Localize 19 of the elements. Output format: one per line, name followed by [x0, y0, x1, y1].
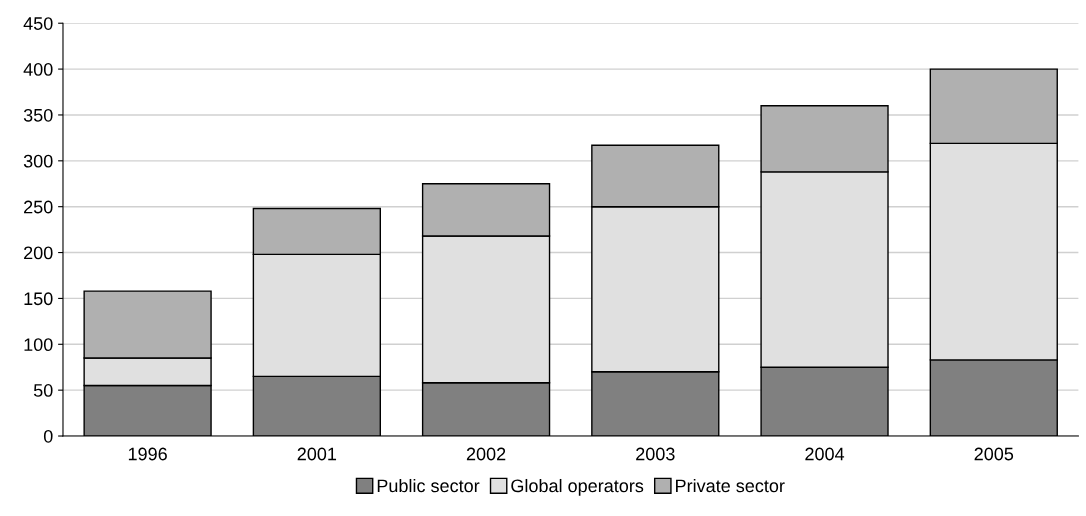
y-tick-label: 450: [23, 17, 53, 30]
x-tick-label: 2005: [974, 447, 1014, 461]
y-tick-label: 300: [23, 154, 53, 168]
y-tick-label: 350: [23, 108, 53, 122]
y-tick-label: 250: [24, 200, 53, 214]
x-tick-label: 2001: [297, 447, 337, 461]
x-tick-label: 2003: [636, 447, 675, 461]
x-tick-label: 2004: [805, 447, 845, 461]
x-tick-label: 2002: [466, 447, 506, 461]
y-tick-label: 150: [24, 292, 53, 306]
y-tick-label: 400: [23, 63, 53, 76]
legend-label: Public sector: [377, 478, 480, 493]
y-tick-label: 0: [43, 429, 53, 443]
legend-label: Global operators: [511, 478, 644, 496]
y-tick-label: 50: [33, 384, 53, 397]
x-tick-label: 1996: [128, 447, 167, 461]
y-tick-label: 100: [24, 338, 53, 352]
y-tick-label: 200: [24, 246, 53, 260]
legend-label: Private sector: [676, 478, 785, 493]
